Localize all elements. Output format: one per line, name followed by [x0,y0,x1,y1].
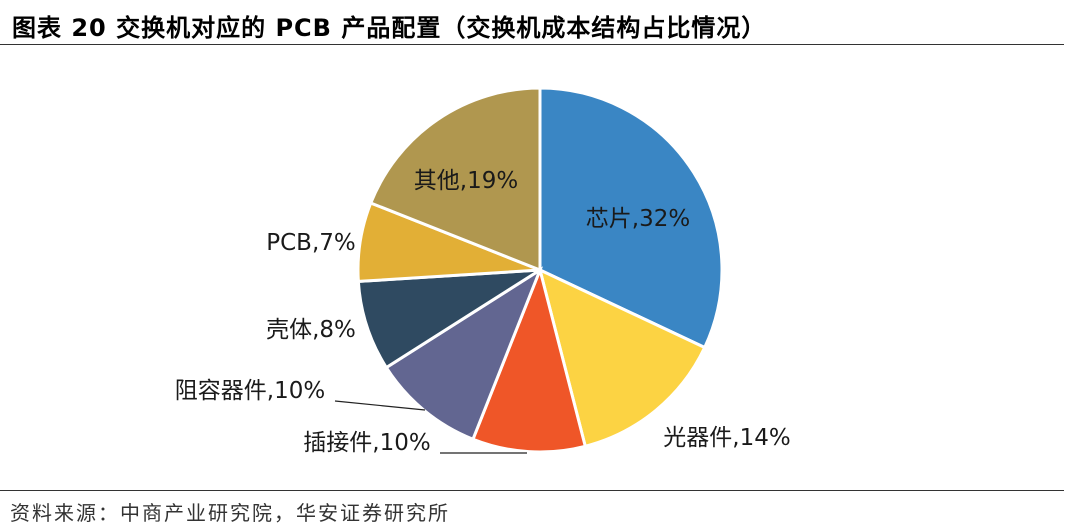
figure-title: 图表 20 交换机对应的 PCB 产品配置（交换机成本结构占比情况） [12,14,767,42]
source-note: 资料来源：中商产业研究院，华安证券研究所 [10,501,450,525]
slice-label-2: 光器件,14% [663,425,790,451]
title-divider [0,44,1064,45]
slice-label-1: 芯片,32% [586,206,690,232]
leader-lines [334,400,527,454]
slice-label-6: PCB,7% [266,230,356,256]
slice-label-3: 插接件,10% [303,430,430,456]
pie-slice-7 [368,86,542,273]
slice-labels: 芯片,32% 光器件,14% 插接件,10% 阻容器件,10% 壳体,8% PCB,7% 其… [175,168,791,456]
slice-label-5: 壳体,8% [266,317,356,343]
pie-slice-1 [538,86,724,350]
pie-slice-5 [356,268,541,370]
pie-slices [356,86,724,454]
slice-label-4: 阻容器件,10% [175,378,325,404]
slice-label-7: 其他,19% [414,168,518,194]
pie-slice-2 [537,267,707,449]
footer-divider [0,490,1064,491]
leader-line-4 [334,400,426,411]
pie-slice-3 [471,265,588,454]
